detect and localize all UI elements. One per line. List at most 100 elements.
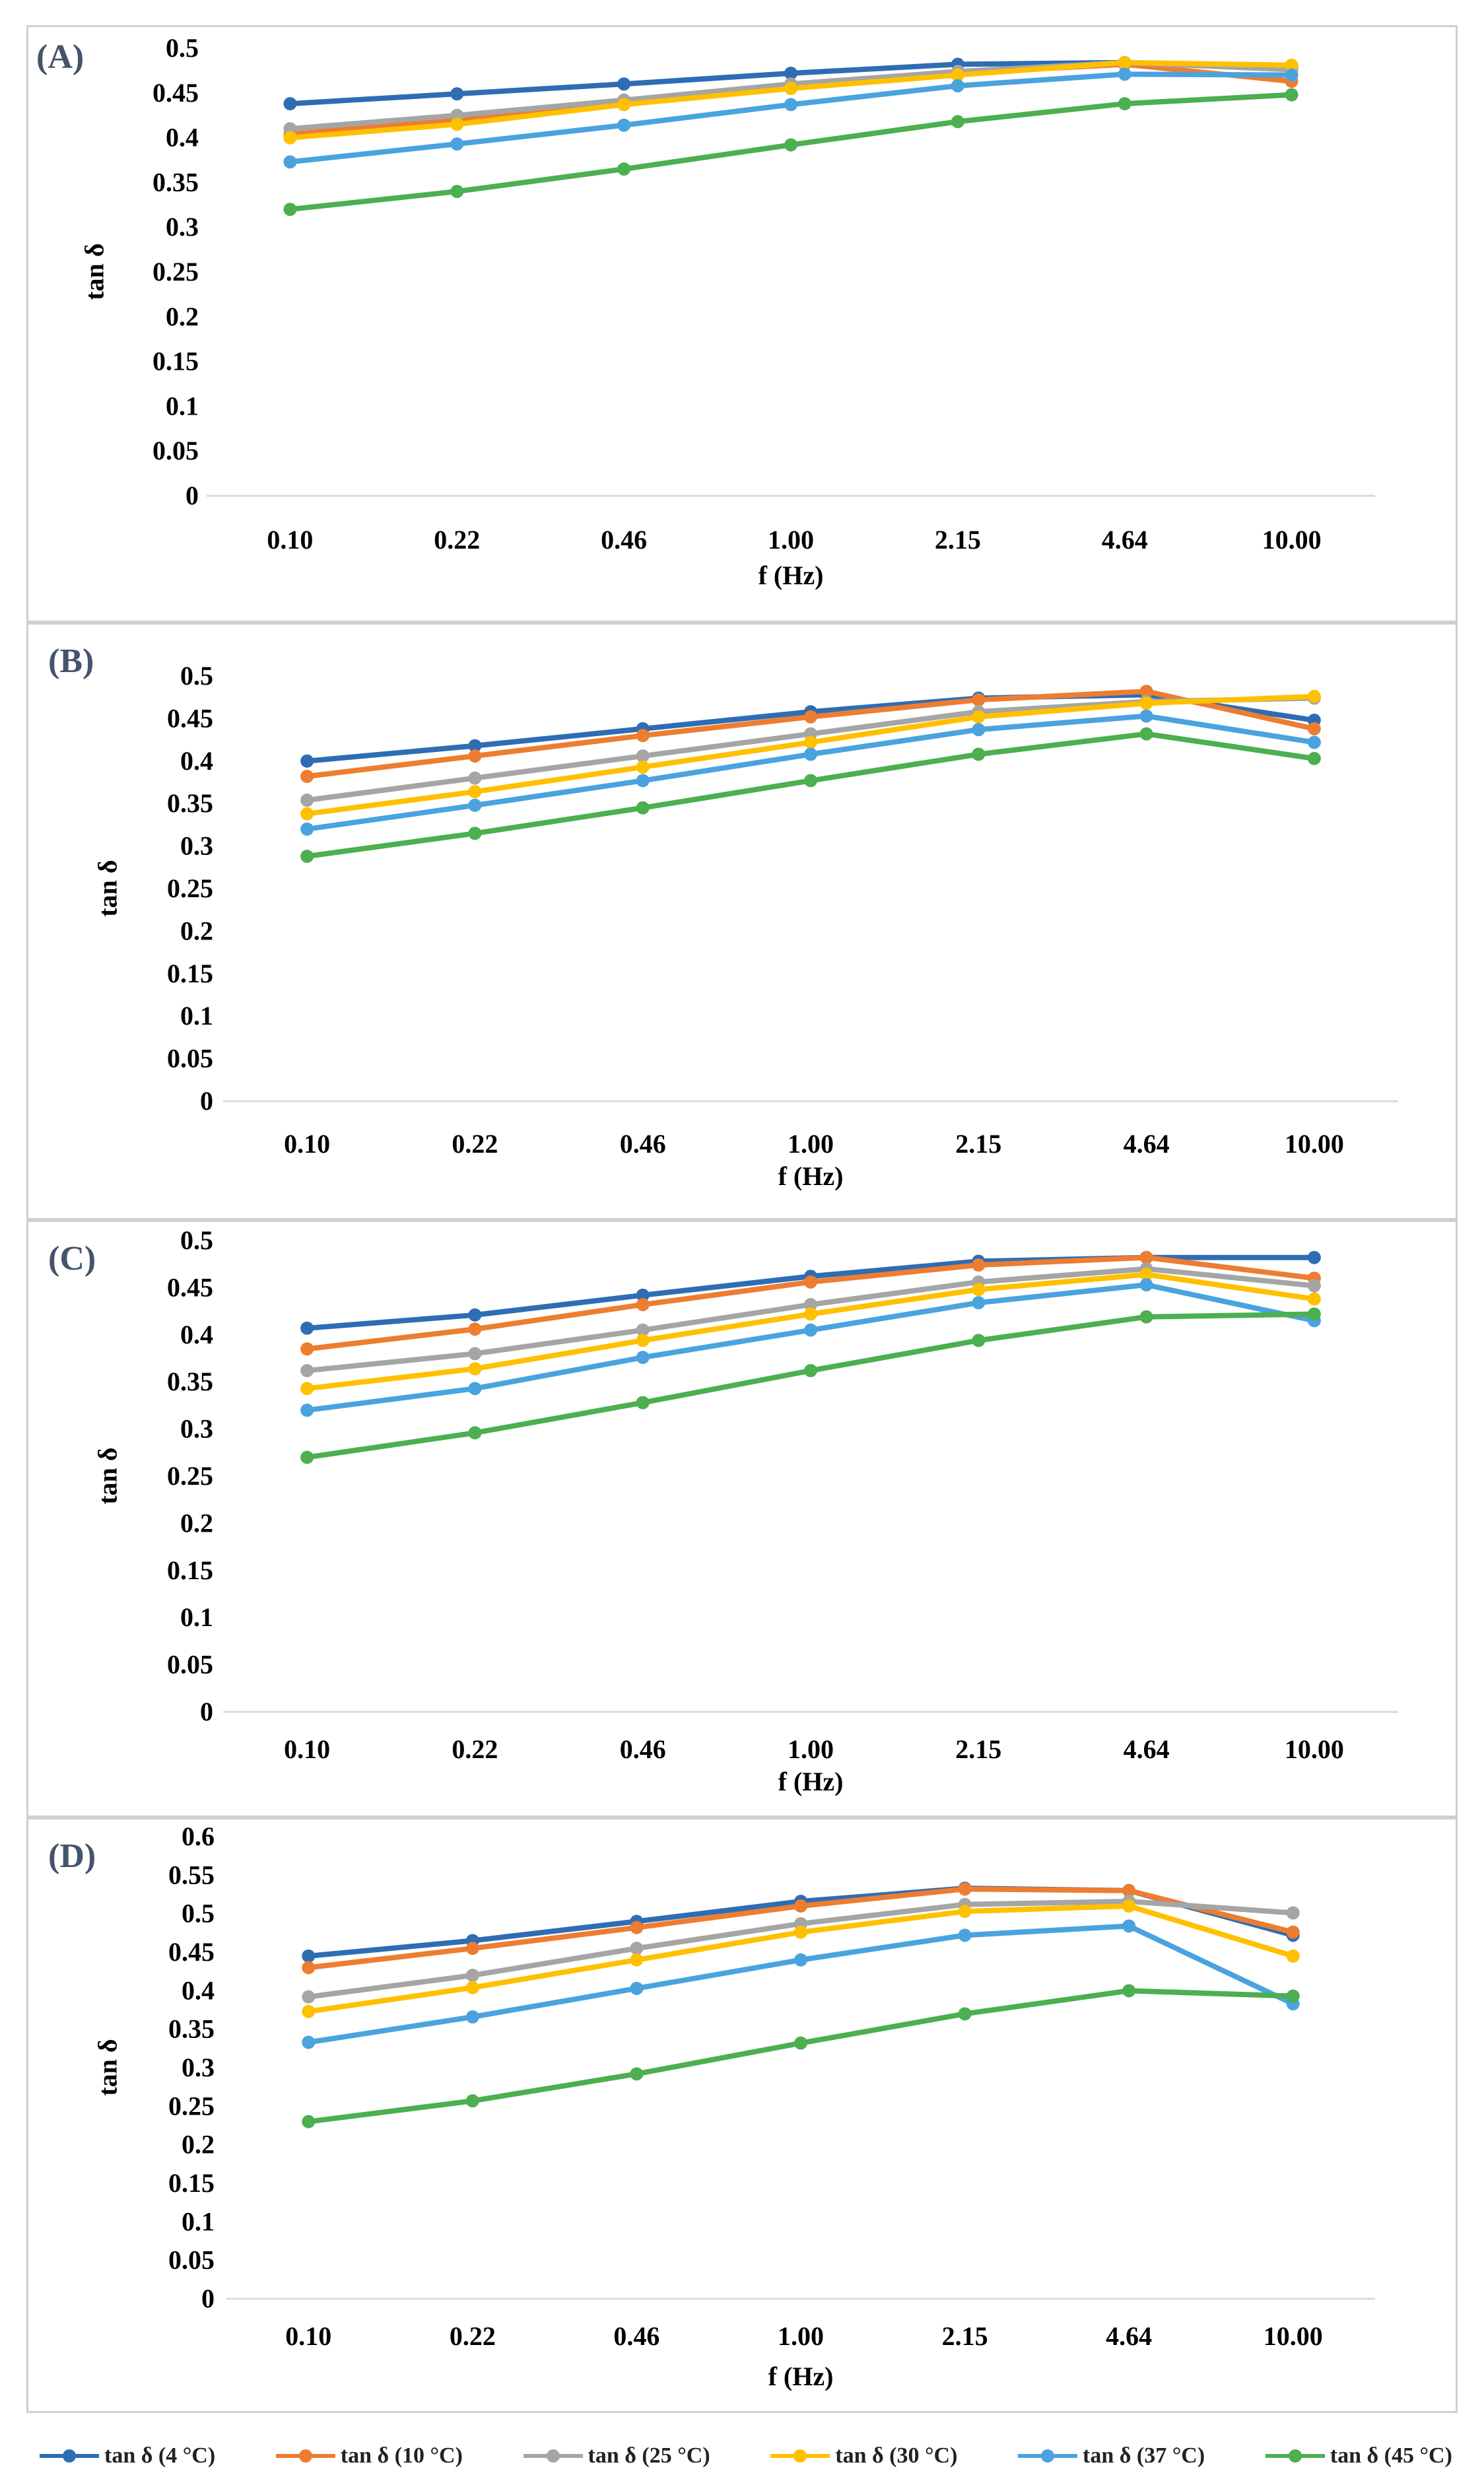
data-point [300, 769, 314, 783]
data-point [630, 1953, 644, 1967]
y-tick-label: 0.25 [168, 2091, 215, 2121]
data-point [1307, 751, 1321, 765]
y-tick-label: 0.45 [167, 703, 213, 733]
data-point [465, 2010, 479, 2024]
data-point [1139, 685, 1153, 698]
panel-label: (A) [36, 38, 84, 76]
x-tick-label: 10.00 [1285, 1734, 1344, 1764]
data-point [1122, 1899, 1136, 1913]
data-point [784, 98, 797, 112]
data-point [804, 1323, 817, 1337]
y-tick-label: 0.25 [167, 1461, 213, 1491]
data-point [302, 1990, 316, 2004]
chart-plot-a: 0 0.05 0.1 0.15 0.2 0.25 0.3 0.35 0.4 0.45 0.5 0.10… [152, 33, 1375, 555]
chart-plot-d: 0 0.05 0.1 0.15 0.2 0.25 0.3 0.35 0.4 0.45 0.5 0.55… [168, 1821, 1375, 2351]
data-point [300, 822, 314, 836]
data-point [636, 1351, 650, 1365]
data-point [283, 155, 297, 169]
data-point [1118, 55, 1131, 69]
data-point [972, 1334, 986, 1347]
data-point [468, 1308, 482, 1322]
legend-swatch [40, 2446, 99, 2466]
x-axis-label: f (Hz) [758, 561, 824, 590]
legend-item-10c: tan δ (10 °C) [275, 2443, 463, 2468]
y-tick-label: 0.2 [182, 2130, 215, 2160]
data-point [636, 774, 650, 788]
y-tick-label: 0.05 [167, 1650, 213, 1680]
data-point [630, 1921, 644, 1934]
data-point [468, 771, 482, 785]
data-point [951, 79, 964, 92]
data-point [794, 2036, 807, 2050]
data-point [636, 801, 650, 815]
legend-item-4c: tan δ (4 °C) [40, 2443, 215, 2468]
y-tick-label: 0.3 [182, 2053, 215, 2082]
y-tick-label: 0.35 [167, 788, 213, 818]
x-tick-label: 0.10 [284, 1129, 330, 1159]
y-tick-label: 0.2 [180, 916, 213, 945]
x-tick-label: 0.22 [452, 1734, 498, 1764]
chart-plot-c: 0 0.05 0.1 0.15 0.2 0.25 0.3 0.35 0.4 0.45 0.5 0.10… [167, 1225, 1398, 1764]
y-tick-label: 0.25 [167, 873, 213, 903]
data-point [617, 118, 631, 132]
x-axis-label: f (Hz) [778, 1161, 844, 1191]
chart-panel-c: (C) 0 0.05 0.1 0.15 0.2 0.25 0.3 0.35 0.4 0.45 0.5… [26, 1220, 1458, 1818]
data-point [1118, 97, 1131, 111]
y-tick-label: 0 [186, 481, 199, 510]
y-axis-label: tan δ [92, 1447, 123, 1505]
data-point [1286, 1989, 1300, 2003]
y-tick-label: 0.35 [168, 2014, 215, 2044]
data-point [804, 710, 817, 724]
chart-plot-b: 0 0.05 0.1 0.15 0.2 0.25 0.3 0.35 0.4 0.45 0.5 0.10… [167, 661, 1398, 1159]
data-point [784, 138, 797, 152]
data-point [1139, 709, 1153, 723]
data-point [1139, 1310, 1153, 1324]
y-tick-label: 0.4 [166, 123, 199, 153]
y-tick-label: 0.2 [166, 302, 199, 331]
legend-label: tan δ (25 °C) [588, 2443, 710, 2468]
data-point [1285, 58, 1298, 72]
x-tick-label: 0.46 [620, 1734, 666, 1764]
y-tick-label: 0.4 [180, 1320, 213, 1349]
data-point [300, 1342, 314, 1356]
data-point [1307, 722, 1321, 735]
y-tick-label: 0.45 [167, 1272, 213, 1302]
x-tick-label: 0.10 [284, 1734, 330, 1764]
y-tick-label: 0.25 [152, 257, 199, 287]
data-point [804, 1298, 817, 1312]
data-point [300, 1382, 314, 1396]
data-point [958, 2007, 972, 2021]
y-tick-label: 0.5 [166, 33, 199, 63]
data-point [636, 1323, 650, 1337]
x-tick-label: 1.00 [788, 1129, 834, 1159]
x-tick-label: 0.22 [434, 525, 480, 555]
data-point [1122, 1984, 1136, 1998]
legend-swatch [1018, 2446, 1077, 2466]
data-point [468, 827, 482, 840]
data-point [630, 1942, 644, 1956]
x-tick-label: 0.22 [450, 2321, 496, 2351]
y-tick-label: 0.6 [182, 1821, 215, 1851]
data-point [1307, 1250, 1321, 1264]
x-tick-label: 4.64 [1124, 1129, 1170, 1159]
y-tick-label: 0.15 [152, 347, 199, 376]
data-point [283, 203, 297, 217]
y-tick-label: 0 [201, 2284, 215, 2313]
y-tick-label: 0.05 [152, 436, 199, 465]
data-point [958, 1882, 972, 1896]
legend-item-37c: tan δ (37 °C) [1018, 2443, 1205, 2468]
x-axis-label: f (Hz) [768, 2362, 834, 2391]
data-point [794, 1953, 807, 1967]
legend-swatch [1265, 2446, 1325, 2466]
data-point [972, 747, 986, 761]
data-point [804, 735, 817, 749]
x-tick-label: 2.15 [935, 525, 981, 555]
data-point [1122, 1884, 1136, 1897]
y-tick-label: 0 [200, 1697, 213, 1726]
data-point [465, 2094, 479, 2108]
y-tick-label: 0.15 [167, 959, 213, 988]
data-point [636, 1396, 650, 1410]
data-point [300, 754, 314, 768]
legend-label: tan δ (30 °C) [835, 2443, 958, 2468]
y-tick-label: 0 [200, 1086, 213, 1116]
